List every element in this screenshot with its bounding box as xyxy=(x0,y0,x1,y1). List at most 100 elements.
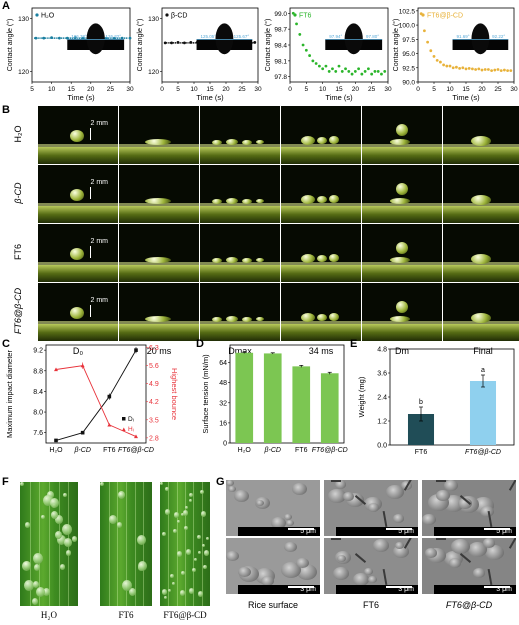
sem-texture xyxy=(256,500,264,507)
water-droplet xyxy=(172,582,175,586)
column-label-3: 34 ms xyxy=(308,346,334,356)
droplet xyxy=(226,198,238,204)
column-label-1: 20 ms xyxy=(146,346,172,356)
water-droplet xyxy=(198,591,203,597)
droplet xyxy=(70,130,84,142)
water-droplet xyxy=(138,561,147,571)
substrate xyxy=(362,146,442,164)
data-point xyxy=(448,64,452,68)
inset-angle-left: 97.94° xyxy=(329,34,342,39)
x-tick-label: 30 xyxy=(510,86,518,93)
data-point-h xyxy=(134,434,138,439)
data-point xyxy=(506,69,509,73)
x-tick-label: 20 xyxy=(87,86,95,93)
sem-texture xyxy=(368,503,379,512)
panel-d-chart: 64 48 32 16 0 Surface tension (mN/m) H₂O β-CD FT… xyxy=(201,344,348,454)
substrate-highlight xyxy=(38,202,118,206)
panel-a-charts: 130 120 5 10 15 20 25 30 Time (s) Contact angle (… xyxy=(6,7,518,102)
x-tick-label: FT6@β-CD xyxy=(118,447,154,454)
impact-frame: 2 mm xyxy=(38,283,118,341)
substrate xyxy=(362,264,442,282)
sem-texture xyxy=(373,539,389,552)
x-tick-label: 0 xyxy=(160,86,164,93)
inset-angle-right: 126.32° xyxy=(106,34,122,39)
y-tick-label: 8.4 xyxy=(33,389,43,396)
water-droplet xyxy=(63,493,67,498)
panel-b-label: B xyxy=(2,104,10,116)
data-point xyxy=(344,67,347,71)
x-tick-label: 15 xyxy=(335,86,343,93)
sem-texture xyxy=(368,576,377,584)
sem-image: 3 μm xyxy=(422,538,516,594)
water-droplet xyxy=(164,596,167,600)
y-tick-label: 98.4 xyxy=(274,43,287,50)
x-tick-label: FT6 xyxy=(103,447,116,454)
scale-bar xyxy=(90,246,91,258)
sem-texture xyxy=(271,517,286,529)
data-point xyxy=(455,65,458,69)
substrate xyxy=(38,146,118,164)
leaf-vein xyxy=(176,482,178,606)
droplet-inset-image: 97.94° 97.80° xyxy=(325,23,383,55)
water-droplet xyxy=(189,499,192,503)
x-tick-label: 20 xyxy=(352,86,360,93)
scale-line xyxy=(484,586,510,588)
significance-letter: a xyxy=(481,367,485,374)
leaf-vein xyxy=(134,482,136,606)
x-tick-label: 0 xyxy=(288,86,292,93)
x-axis-label: Time (s) xyxy=(67,93,95,102)
y2-axis-label: Highest bounce xyxy=(170,368,179,420)
y2-tick-label: 5.6 xyxy=(149,363,159,370)
y-tick-label: 32 xyxy=(219,400,227,407)
y2-tick-label: 4.9 xyxy=(149,381,159,388)
water-droplet xyxy=(43,495,53,506)
bar xyxy=(235,352,254,443)
legend-label: FT6 xyxy=(299,13,312,20)
droplet xyxy=(256,258,264,262)
droplet xyxy=(329,313,339,321)
sem-texture xyxy=(261,576,274,587)
data-point xyxy=(347,70,351,73)
panel-g-label: G xyxy=(216,476,225,488)
data-point xyxy=(304,48,308,52)
y-tick-label: 16 xyxy=(219,420,227,427)
x-tick-label: 10 xyxy=(190,86,198,93)
droplet xyxy=(390,139,410,145)
inset-droplet xyxy=(471,23,490,55)
y-tick-label: 90.0 xyxy=(402,80,415,87)
water-droplet xyxy=(180,590,185,596)
sem-texture xyxy=(284,542,297,553)
sem-label-0: Rice surface xyxy=(247,600,299,610)
scale-label: 2 mm xyxy=(90,297,109,304)
sem-texture xyxy=(296,558,309,569)
scale-text: 5 μm xyxy=(398,528,414,535)
y-tick-label: 120 xyxy=(148,69,159,76)
droplet xyxy=(212,258,222,263)
sem-scale-bar: 3 μm xyxy=(238,585,320,594)
panel-f-label: F xyxy=(2,476,9,488)
impact-frame xyxy=(200,283,280,341)
x-tick-label: FT6 xyxy=(295,447,308,454)
impact-frame xyxy=(362,224,442,282)
water-droplet xyxy=(162,589,167,595)
scale-text: 5 μm xyxy=(300,528,316,535)
x-tick-label: 30 xyxy=(126,86,134,93)
water-droplet xyxy=(24,580,34,591)
y-axis-label: Contact angle (°) xyxy=(136,19,144,72)
y-tick-label: 1.2 xyxy=(377,419,387,426)
water-droplet xyxy=(55,515,63,524)
y-tick-label: 64 xyxy=(219,360,227,367)
droplet xyxy=(471,254,491,264)
sem-texture xyxy=(353,573,369,586)
sem-texture xyxy=(292,483,307,495)
water-droplet xyxy=(203,565,207,570)
impact-frame: 2 mm xyxy=(38,165,118,223)
data-point-d xyxy=(80,430,85,435)
x-tick-label: 0 xyxy=(416,86,420,93)
impact-frame xyxy=(119,106,199,164)
x-tick-label: β-CD xyxy=(73,447,90,454)
impact-frame: 2 mm xyxy=(38,106,118,164)
sem-label-1: FT6 xyxy=(362,600,379,610)
data-point xyxy=(458,66,461,70)
water-droplet xyxy=(117,522,122,528)
